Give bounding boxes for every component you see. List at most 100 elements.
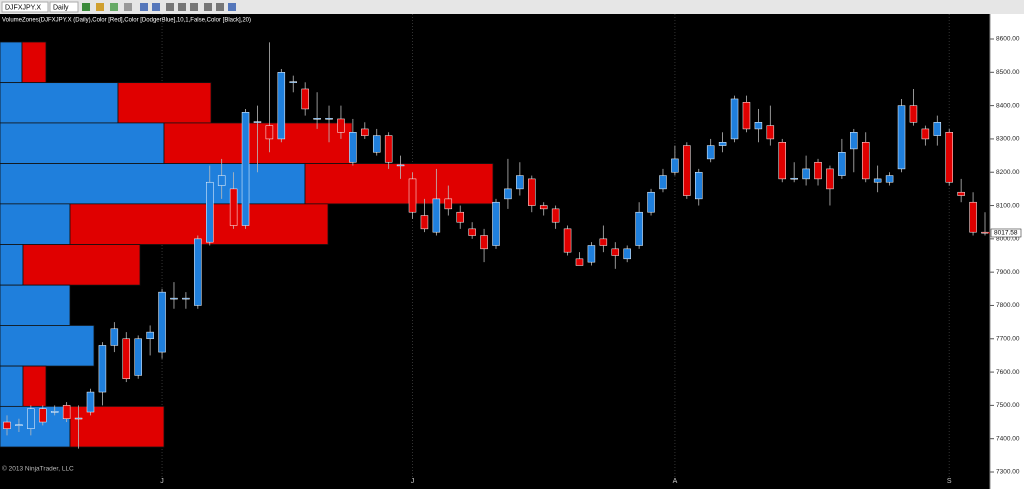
candle-body: [873, 178, 882, 183]
y-tick-label: 8600.00: [996, 36, 1020, 43]
icon[interactable]: [110, 3, 118, 11]
candle-body: [194, 238, 202, 306]
y-tick-label: 8300.00: [996, 136, 1020, 143]
candle-body: [337, 118, 345, 133]
candle-body: [575, 258, 584, 266]
icon[interactable]: [178, 3, 186, 11]
candle-body: [861, 142, 870, 180]
candle-body: [742, 102, 751, 130]
candle-body: [206, 181, 214, 243]
candle-body: [671, 158, 679, 173]
candle-body: [957, 191, 965, 196]
candle-body: [408, 178, 417, 213]
candle-body: [647, 191, 655, 213]
zone-down: [69, 203, 329, 245]
last-price-label: 8017.58: [994, 230, 1018, 237]
toolbar-icons: [82, 3, 236, 11]
zone-up: [0, 405, 71, 448]
candle-body: [969, 201, 977, 233]
candle-body: [158, 291, 166, 353]
candle-body: [563, 228, 572, 253]
candle-body: [361, 128, 369, 136]
candle-body: [599, 238, 608, 246]
candle-body: [182, 297, 190, 300]
candle-body: [826, 168, 834, 190]
icon[interactable]: [152, 3, 160, 11]
icon[interactable]: [166, 3, 174, 11]
candle-body: [718, 142, 727, 146]
icon[interactable]: [228, 3, 236, 11]
icon[interactable]: [204, 3, 212, 11]
candle-body: [468, 228, 476, 236]
zone-up: [0, 82, 119, 124]
price-axis: [990, 14, 1024, 489]
candle-body: [301, 88, 309, 110]
y-tick-label: 8200.00: [996, 169, 1020, 176]
candle-body: [50, 411, 59, 413]
period-box[interactable]: [49, 1, 79, 13]
candle-body: [730, 98, 739, 140]
candle-body: [480, 235, 488, 250]
candle-body: [98, 345, 107, 393]
zone-up: [0, 284, 71, 326]
y-tick-label: 8500.00: [996, 69, 1020, 76]
candle-body: [945, 132, 953, 183]
candle-body: [695, 171, 703, 200]
y-tick-label: 8100.00: [996, 202, 1020, 209]
x-tick-label: J: [411, 478, 415, 485]
candle-body: [86, 391, 95, 413]
instrument[interactable]: DJFXJPY.X: [5, 4, 41, 11]
toolbar: [0, 0, 1024, 14]
candle-body: [289, 81, 297, 83]
candle-body: [492, 201, 500, 246]
candle-body: [706, 145, 715, 160]
candle-body: [62, 405, 71, 419]
zone-up: [0, 203, 71, 245]
candle-body: [635, 211, 643, 246]
candle-body: [265, 125, 274, 140]
candle-body: [372, 135, 381, 153]
candle-body: [241, 112, 250, 226]
candle-body: [432, 198, 441, 233]
zone-up: [0, 163, 306, 205]
icon[interactable]: [216, 3, 224, 11]
icon[interactable]: [82, 3, 90, 11]
zone-up: [0, 365, 24, 407]
candle-body: [981, 231, 989, 234]
candle-body: [528, 178, 536, 206]
zone-down: [22, 244, 141, 286]
last-price-box: [990, 228, 1022, 238]
zone-up: [0, 41, 23, 84]
period[interactable]: Daily: [53, 4, 69, 11]
candle-body: [384, 135, 393, 163]
candle-body: [146, 331, 154, 340]
icon[interactable]: [140, 3, 148, 11]
candle-body: [504, 188, 512, 200]
zone-down: [22, 365, 47, 407]
icon[interactable]: [190, 3, 198, 11]
candle-body: [921, 128, 930, 140]
candle-body: [587, 245, 596, 263]
candle-body: [933, 122, 942, 136]
candle-body: [766, 125, 775, 140]
icon[interactable]: [96, 3, 104, 11]
icon[interactable]: [124, 3, 132, 11]
copyright: © 2013 NinjaTrader, LLC: [2, 465, 74, 473]
candle-body: [539, 205, 548, 210]
candle-body: [909, 105, 918, 123]
candle-body: [396, 164, 405, 167]
y-tick-label: 7300.00: [996, 469, 1020, 476]
candle-body: [551, 208, 560, 223]
instrument-box[interactable]: [1, 1, 49, 13]
y-tick-label: 7800.00: [996, 302, 1020, 309]
candle-body: [838, 151, 846, 176]
candle-body: [659, 175, 667, 190]
candle-body: [313, 118, 321, 120]
candle-body: [15, 424, 23, 426]
zone-down: [21, 41, 47, 84]
zone-up: [0, 244, 24, 286]
candle-body: [790, 177, 798, 180]
candle-body: [420, 215, 429, 230]
candle-body: [850, 132, 858, 150]
